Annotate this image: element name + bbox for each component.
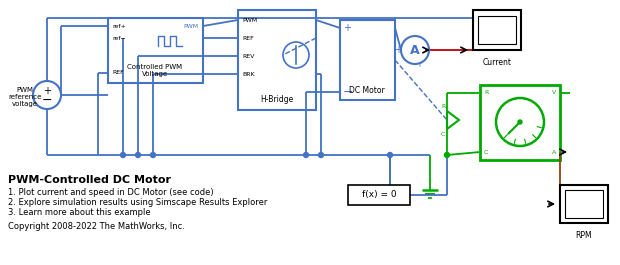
- Text: V: V: [552, 91, 556, 95]
- Text: −: −: [343, 86, 353, 99]
- Text: R: R: [484, 91, 489, 95]
- Text: REV: REV: [242, 54, 254, 59]
- Bar: [480, 85, 560, 160]
- Text: PWM: PWM: [242, 17, 257, 23]
- Text: I: I: [418, 62, 420, 68]
- Text: A: A: [410, 43, 420, 56]
- Circle shape: [283, 42, 309, 68]
- Text: PWM
reference
voltage: PWM reference voltage: [8, 87, 42, 107]
- Circle shape: [304, 152, 309, 157]
- Text: R: R: [441, 104, 445, 108]
- Text: +: +: [394, 45, 402, 55]
- Text: C: C: [441, 131, 445, 136]
- Text: 3. Learn more about this example: 3. Learn more about this example: [8, 208, 151, 217]
- Bar: [565, 190, 603, 218]
- Text: ref−: ref−: [112, 36, 126, 41]
- Text: Copyright 2008-2022 The MathWorks, Inc.: Copyright 2008-2022 The MathWorks, Inc.: [8, 222, 185, 231]
- Text: +: +: [43, 86, 51, 96]
- Bar: [560, 185, 608, 223]
- Text: REF: REF: [112, 70, 124, 76]
- Bar: [473, 10, 521, 50]
- Text: 1. Plot current and speed in DC Motor (see code): 1. Plot current and speed in DC Motor (s…: [8, 188, 214, 197]
- Text: Controlled PWM
Voltage: Controlled PWM Voltage: [128, 64, 182, 77]
- Circle shape: [496, 98, 544, 146]
- Text: −: −: [42, 94, 52, 107]
- Text: H-Bridge: H-Bridge: [260, 95, 294, 104]
- Circle shape: [319, 152, 324, 157]
- Circle shape: [388, 152, 392, 157]
- Text: Current: Current: [482, 58, 512, 67]
- Text: A: A: [552, 149, 556, 154]
- Circle shape: [120, 152, 125, 157]
- Text: BRK: BRK: [242, 72, 255, 77]
- Circle shape: [518, 120, 522, 124]
- Text: +: +: [343, 23, 351, 33]
- Circle shape: [445, 152, 449, 157]
- Circle shape: [33, 81, 61, 109]
- Circle shape: [401, 36, 429, 64]
- Polygon shape: [447, 111, 459, 129]
- Circle shape: [151, 152, 156, 157]
- Bar: [478, 16, 516, 44]
- Text: ref+: ref+: [112, 24, 126, 29]
- Text: f(x) = 0: f(x) = 0: [361, 191, 396, 200]
- Bar: [348, 185, 410, 205]
- Text: RPM: RPM: [576, 231, 592, 240]
- Text: PWM-Controlled DC Motor: PWM-Controlled DC Motor: [8, 175, 171, 185]
- Text: DC Motor: DC Motor: [349, 86, 385, 95]
- Bar: [238, 10, 316, 110]
- Text: 2. Explore simulation results using Simscape Results Explorer: 2. Explore simulation results using Sims…: [8, 198, 267, 207]
- Bar: [108, 18, 203, 83]
- Text: PWM: PWM: [184, 24, 199, 29]
- Bar: [340, 20, 395, 100]
- Text: REF: REF: [242, 36, 254, 41]
- Text: C: C: [484, 149, 489, 154]
- Circle shape: [136, 152, 141, 157]
